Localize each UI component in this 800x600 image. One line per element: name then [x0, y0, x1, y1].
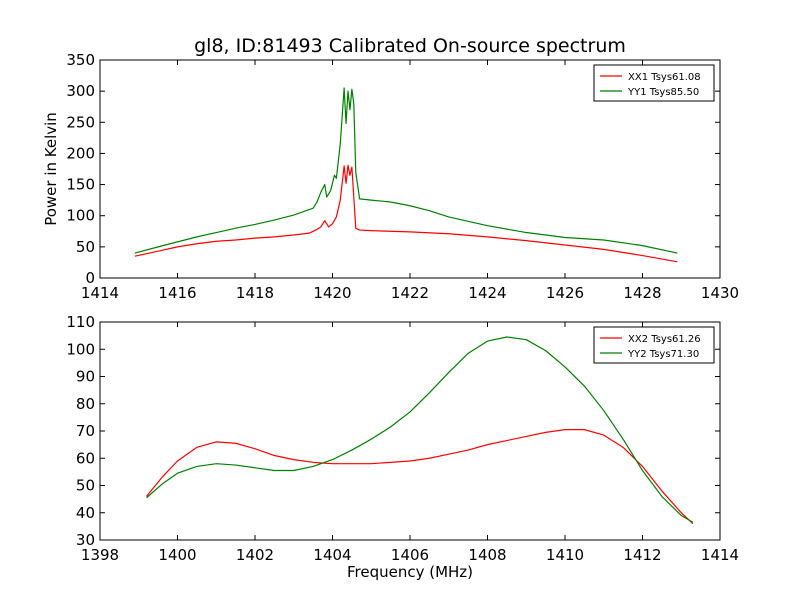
y-tick-label: 0	[85, 269, 95, 287]
x-tick-label: 1414	[81, 284, 119, 302]
top-subplot: 1414 1416 1418 1420 1422 1424 1426 1428 1430 0 50 1…	[42, 51, 739, 302]
legend-box	[593, 64, 715, 102]
y-tick-label: 40	[76, 504, 95, 522]
y-tick-label: 100	[66, 207, 95, 225]
chart-title: gl8, ID:81493 Calibrated On-source spect…	[194, 35, 626, 57]
x-tick-label: 1404	[313, 546, 351, 564]
y-tick-label: 80	[76, 395, 95, 413]
x-tick-label: 1420	[313, 284, 351, 302]
legend-label: YY1 Tsys85.50	[627, 87, 699, 98]
y-tick-label: 300	[66, 82, 95, 100]
y-axis-label: Power in Kelvin	[42, 112, 60, 226]
y-tick-label: 70	[76, 422, 95, 440]
x-tick-label: 1414	[701, 546, 739, 564]
x-tick-label: 1430	[701, 284, 739, 302]
series-line	[134, 87, 678, 254]
x-tick-label: 1428	[623, 284, 661, 302]
x-tick-label: 1406	[391, 546, 429, 564]
x-tick-label: 1412	[623, 546, 661, 564]
legend: XX2 Tsys61.26 YY2 Tsys71.30	[593, 326, 715, 364]
x-tick-label: 1410	[546, 546, 584, 564]
y-tick-label: 60	[76, 449, 95, 467]
y-tick-label: 50	[76, 477, 95, 495]
y-tick-label: 200	[66, 144, 95, 162]
x-tick-label: 1408	[468, 546, 506, 564]
series-line	[146, 336, 694, 523]
y-tick-label: 350	[66, 51, 95, 69]
x-tick-label: 1424	[468, 284, 506, 302]
x-tick-label: 1402	[236, 546, 274, 564]
x-tick-label: 1398	[81, 546, 119, 564]
legend-label: XX1 Tsys61.08	[628, 72, 701, 83]
y-tick-label: 110	[66, 313, 95, 331]
y-tick-label: 90	[76, 368, 95, 386]
legend: XX1 Tsys61.08 YY1 Tsys85.50	[593, 64, 715, 102]
x-axis-label: Frequency (MHz)	[347, 563, 473, 581]
y-tick-label: 100	[66, 340, 95, 358]
legend-label: XX2 Tsys61.26	[628, 334, 701, 345]
y-tick-label: 250	[66, 113, 95, 131]
bottom-subplot: 1398 1400 1402 1404 1406 1408 1410 1412 1414 30 40…	[66, 313, 739, 581]
legend-label: YY2 Tsys71.30	[627, 349, 699, 360]
x-tick-label: 1416	[158, 284, 196, 302]
y-tick-label: 30	[76, 531, 95, 549]
y-tick-label: 150	[66, 176, 95, 194]
y-tick-label: 50	[76, 238, 95, 256]
x-tick-label: 1422	[391, 284, 429, 302]
series-line	[134, 164, 678, 263]
legend-box	[593, 326, 715, 364]
series-line	[146, 429, 694, 525]
x-tick-label: 1400	[158, 546, 196, 564]
x-tick-label: 1418	[236, 284, 274, 302]
x-tick-label: 1426	[546, 284, 584, 302]
